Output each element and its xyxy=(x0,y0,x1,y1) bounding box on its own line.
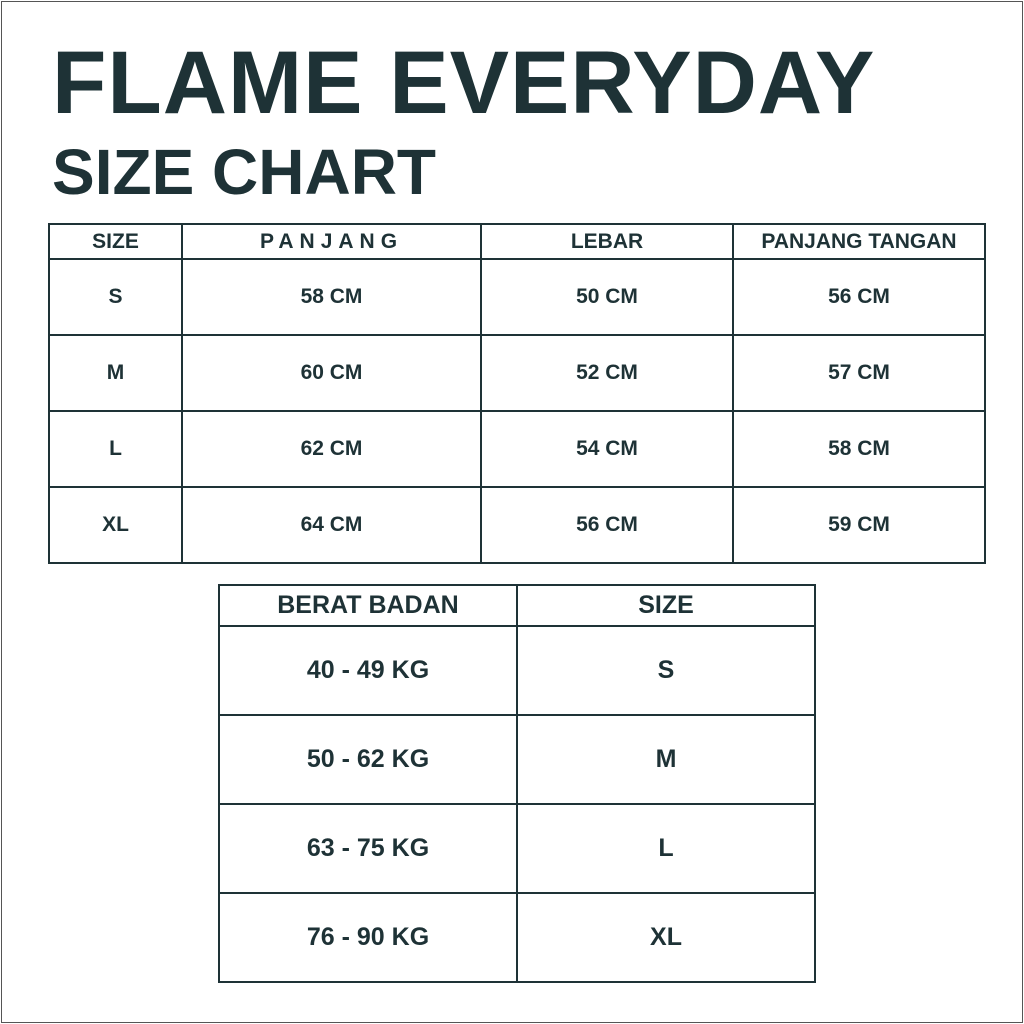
cell: L xyxy=(516,803,816,894)
table-row: 50 - 62 KG M xyxy=(218,714,816,805)
cell: 64 CM xyxy=(181,486,482,564)
measurement-table: SIZE PANJANG LEBAR PANJANG TANGAN S 58 C… xyxy=(48,223,986,564)
cell: 62 CM xyxy=(181,410,482,488)
header-panjang: PANJANG xyxy=(181,223,482,260)
table-row: 63 - 75 KG L xyxy=(218,803,816,894)
header-size: SIZE xyxy=(516,584,816,627)
cell: 58 CM xyxy=(732,410,986,488)
cell: 57 CM xyxy=(732,334,986,412)
table-row: L 62 CM 54 CM 58 CM xyxy=(48,410,986,488)
table-row: S 58 CM 50 CM 56 CM xyxy=(48,258,986,336)
header-lebar: LEBAR xyxy=(480,223,734,260)
cell: 52 CM xyxy=(480,334,734,412)
page-subtitle: SIZE CHART xyxy=(52,136,436,208)
table-row: XL 64 CM 56 CM 59 CM xyxy=(48,486,986,564)
cell: 50 - 62 KG xyxy=(218,714,518,805)
cell: 63 - 75 KG xyxy=(218,803,518,894)
cell: L xyxy=(48,410,183,488)
cell: 76 - 90 KG xyxy=(218,892,518,983)
header-panjang-tangan: PANJANG TANGAN xyxy=(732,223,986,260)
cell: 56 CM xyxy=(480,486,734,564)
cell: XL xyxy=(516,892,816,983)
cell: XL xyxy=(48,486,183,564)
cell: 58 CM xyxy=(181,258,482,336)
table-row: 40 - 49 KG S xyxy=(218,625,816,716)
cell: M xyxy=(516,714,816,805)
cell: M xyxy=(48,334,183,412)
cell: 50 CM xyxy=(480,258,734,336)
table-header-row: BERAT BADAN SIZE xyxy=(218,584,816,627)
table-row: 76 - 90 KG XL xyxy=(218,892,816,983)
cell: 54 CM xyxy=(480,410,734,488)
weight-table: BERAT BADAN SIZE 40 - 49 KG S 50 - 62 KG… xyxy=(218,584,816,983)
cell: S xyxy=(516,625,816,716)
header-berat-badan: BERAT BADAN xyxy=(218,584,518,627)
table-row: M 60 CM 52 CM 57 CM xyxy=(48,334,986,412)
table-header-row: SIZE PANJANG LEBAR PANJANG TANGAN xyxy=(48,223,986,260)
cell: 56 CM xyxy=(732,258,986,336)
cell: 40 - 49 KG xyxy=(218,625,518,716)
cell: 60 CM xyxy=(181,334,482,412)
header-size: SIZE xyxy=(48,223,183,260)
brand-title: FLAME EVERYDAY xyxy=(52,32,876,132)
cell: 59 CM xyxy=(732,486,986,564)
cell: S xyxy=(48,258,183,336)
